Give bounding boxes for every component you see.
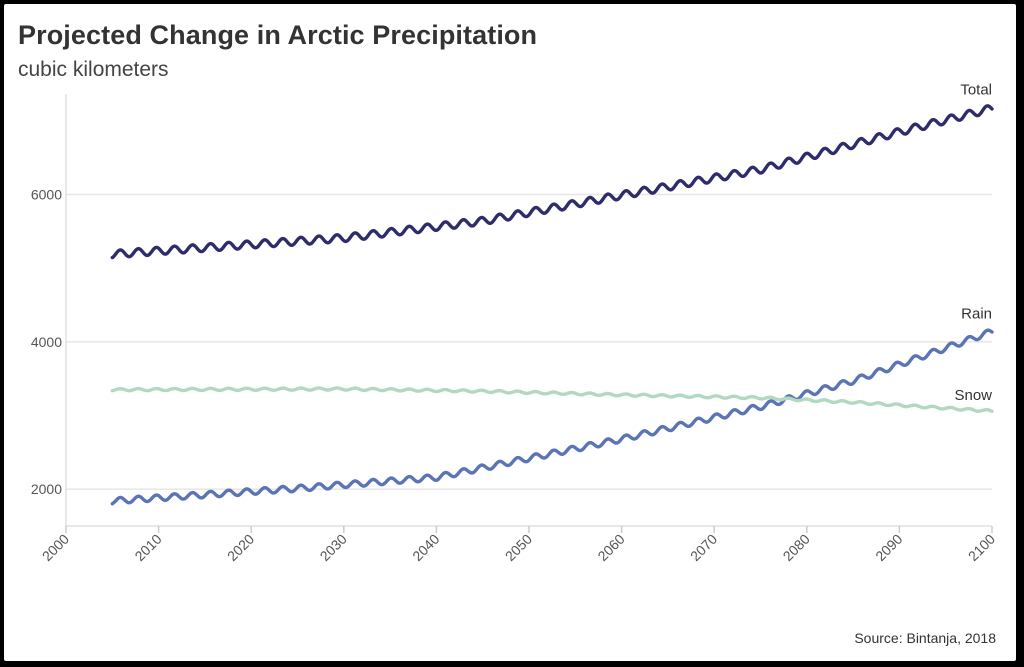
x-tick-label-2090: 2090 [872, 531, 905, 564]
chart-subtitle: cubic kilometers [18, 58, 169, 81]
x-tick-label-2100: 2100 [965, 531, 998, 564]
series-labels: Total Rain Snow [954, 82, 992, 404]
gridlines [66, 193, 992, 490]
series-label-rain: Rain [961, 306, 992, 323]
x-tick-label-2030: 2030 [317, 531, 350, 564]
x-tick-label-2050: 2050 [502, 531, 535, 564]
series-lines [110, 104, 994, 506]
series-label-snow: Snow [954, 387, 992, 404]
series-line-rain [110, 328, 994, 506]
x-tick-label-2020: 2020 [224, 531, 257, 564]
x-tick-label-2060: 2060 [594, 531, 627, 564]
x-tick-label-2000: 2000 [39, 531, 72, 564]
y-tick-label-2000: 2000 [31, 481, 62, 497]
series-label-total: Total [960, 82, 992, 99]
x-tick-label-2010: 2010 [131, 531, 164, 564]
chart-card: Projected Change in Arctic Precipitation… [4, 4, 1016, 661]
y-tick-label-4000: 4000 [31, 334, 62, 350]
y-tick-label-6000: 6000 [31, 187, 62, 203]
x-tick-label-2080: 2080 [780, 531, 813, 564]
x-tick-label-2040: 2040 [409, 531, 442, 564]
line-chart: 2000 4000 6000 2000 2010 2020 2030 2040 2050 2060… [31, 82, 998, 565]
source-note: Source: Bintanja, 2018 [854, 630, 996, 646]
chart-title: Projected Change in Arctic Precipitation [18, 20, 538, 50]
series-line-snow [110, 386, 994, 413]
series-line-total [110, 104, 994, 260]
x-tick-label-2070: 2070 [687, 531, 720, 564]
